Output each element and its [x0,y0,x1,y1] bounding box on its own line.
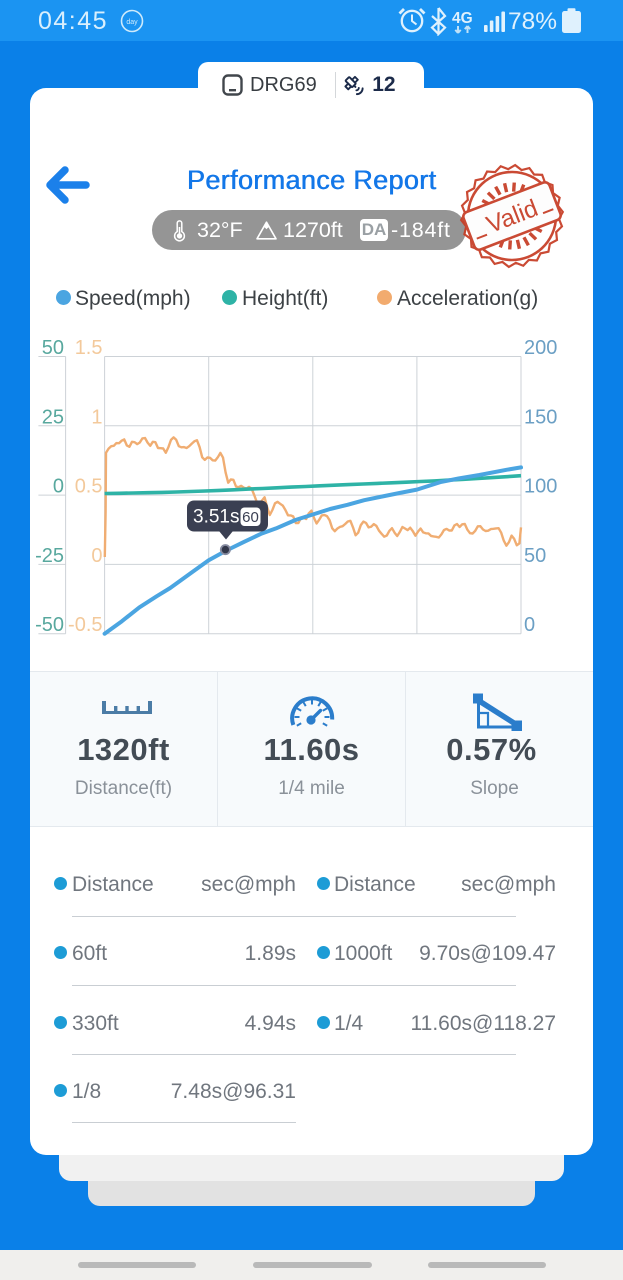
svg-text:-50: -50 [35,614,64,636]
svg-text:0: 0 [91,545,102,567]
svg-text:day: day [126,19,138,26]
svg-text:50: 50 [42,337,64,359]
svg-text:25: 25 [42,406,64,428]
svg-text:0: 0 [524,614,535,636]
svg-text:200: 200 [524,337,557,359]
svg-text:0.5: 0.5 [75,476,103,498]
svg-text:150: 150 [524,406,557,428]
svg-text:4G: 4G [452,10,473,27]
svg-text:0: 0 [53,476,64,498]
svg-text:1.5: 1.5 [75,337,103,359]
svg-text:50: 50 [524,545,546,567]
svg-text:100: 100 [524,476,557,498]
svg-text:78%: 78% [508,8,557,35]
svg-text:60: 60 [242,509,259,526]
svg-text:3.51s: 3.51s [193,507,239,528]
svg-text:1: 1 [91,406,102,428]
svg-text:-25: -25 [35,545,64,567]
svg-text:-0.5: -0.5 [68,614,102,636]
